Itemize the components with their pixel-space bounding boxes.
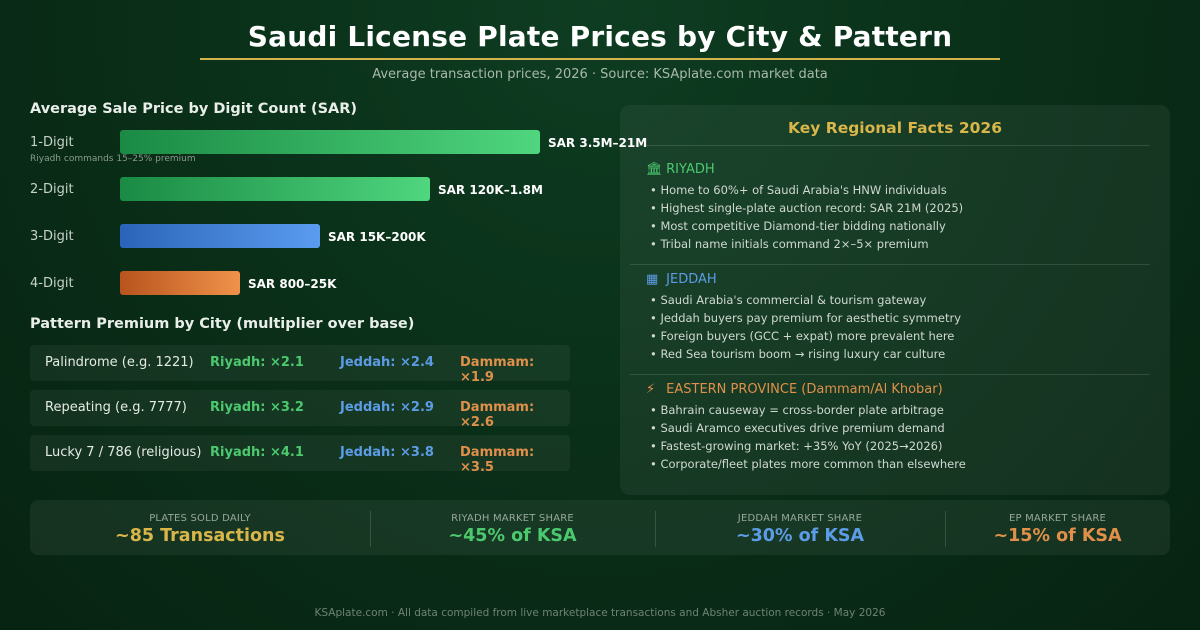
- fact-bullet: • Saudi Arabia's commercial & tourism ga…: [650, 293, 927, 307]
- pattern-name: Repeating (e.g. 7777): [45, 400, 187, 415]
- fact-bullet: • Jeddah buyers pay premium for aestheti…: [650, 311, 961, 325]
- bar-category-label: 1-Digit: [30, 135, 74, 150]
- stat-card: EP MARKET SHARE ~15% of KSA: [945, 500, 1170, 555]
- region-header: ⚡ EASTERN PROVINCE (Dammam/Al Khobar): [646, 382, 943, 397]
- stat-value: ~45% of KSA: [448, 526, 577, 546]
- bar-value-label: SAR 800–25K: [248, 277, 337, 291]
- bar-note: Riyadh commands 15–25% premium: [30, 154, 196, 164]
- region-name: RIYADH: [666, 162, 715, 177]
- footer: KSAplate.com · All data compiled from li…: [314, 607, 886, 619]
- fact-bullet: • Saudi Aramco executives drive premium …: [650, 421, 945, 435]
- fact-bullet: • Home to 60%+ of Saudi Arabia's HNW ind…: [650, 183, 947, 197]
- riyadh-multiplier: Riyadh: ×2.1: [210, 355, 304, 370]
- fact-bullet: • Most competitive Diamond-tier bidding …: [650, 219, 946, 233]
- lightning-icon: ⚡: [646, 382, 656, 397]
- stat-value: ~15% of KSA: [993, 526, 1122, 546]
- facts-divider: [630, 374, 1150, 375]
- stats-bar: PLATES SOLD DAILY ~85 Transactions RIYADH …: [30, 500, 1170, 555]
- bar-value-label: SAR 15K–200K: [328, 230, 426, 244]
- pattern-row: Repeating (e.g. 7777) Riyadh: ×3.2 Jeddah:…: [30, 390, 570, 430]
- fact-bullet: • Corporate/fleet plates more common tha…: [650, 457, 966, 471]
- pattern-section-title: Pattern Premium by City (multiplier over…: [30, 316, 415, 332]
- stat-label: PLATES SOLD DAILY: [149, 513, 251, 524]
- bar-value-label: SAR 3.5M–21M: [548, 136, 647, 150]
- pattern-name: Lucky 7 / 786 (religious): [45, 445, 202, 460]
- page-subtitle: Average transaction prices, 2026 · Sourc…: [372, 67, 828, 82]
- bar-category-label: 3-Digit: [30, 229, 74, 244]
- bar-category-label: 4-Digit: [30, 276, 74, 291]
- bar-4-digit: [120, 271, 240, 295]
- region-name: EASTERN PROVINCE (Dammam/Al Khobar): [666, 382, 943, 397]
- bar-value-label: SAR 120K–1.8M: [438, 183, 543, 197]
- fact-bullet: • Fastest-growing market: +35% YoY (2025…: [650, 439, 943, 453]
- dammam-multiplier: Dammam: ×3.5: [460, 445, 535, 475]
- stat-value: ~30% of KSA: [735, 526, 865, 546]
- city-icon: ▦: [646, 272, 659, 287]
- bar-chart-title: Average Sale Price by Digit Count (SAR): [30, 101, 358, 117]
- riyadh-multiplier: Riyadh: ×4.1: [210, 445, 304, 460]
- pattern-row: Lucky 7 / 786 (religious) Riyadh: ×4.1 Jed…: [30, 435, 570, 475]
- bar-chart: 1-Digit SAR 3.5M–21M Riyadh commands 15–25…: [30, 130, 647, 295]
- region-header: 🏛 RIYADH: [646, 162, 715, 177]
- fact-bullet: • Foreign buyers (GCC + expat) more prev…: [650, 329, 955, 343]
- bar-2-digit: [120, 177, 430, 201]
- stat-divider: [655, 511, 656, 547]
- riyadh-multiplier: Riyadh: ×3.2: [210, 400, 304, 415]
- stat-divider: [945, 511, 946, 547]
- region-header: ▦ JEDDAH: [646, 272, 717, 287]
- bar-3-digit: [120, 224, 320, 248]
- bar-category-label: 2-Digit: [30, 182, 74, 197]
- pattern-name: Palindrome (e.g. 1221): [45, 355, 194, 370]
- bar-1-digit: [120, 130, 540, 154]
- region-name: JEDDAH: [666, 272, 717, 287]
- facts-divider: [630, 145, 1150, 146]
- jeddah-multiplier: Jeddah: ×2.9: [340, 400, 434, 415]
- stat-card: PLATES SOLD DAILY ~85 Transactions: [30, 500, 370, 555]
- jeddah-multiplier: Jeddah: ×3.8: [340, 445, 434, 460]
- facts-panel: Key Regional Facts 2026 🏛 RIYADH • Home t…: [620, 105, 1170, 495]
- fact-bullet: • Red Sea tourism boom → rising luxury c…: [650, 347, 946, 361]
- stat-label: RIYADH MARKET SHARE: [451, 513, 574, 524]
- stat-divider: [370, 511, 371, 547]
- fact-bullet: • Bahrain causeway = cross-border plate …: [650, 403, 944, 417]
- dammam-multiplier: Dammam: ×2.6: [460, 400, 535, 430]
- page-title: Saudi License Plate Prices by City & Pat…: [247, 20, 953, 53]
- fact-bullet: • Tribal name initials command 2×–5× pre…: [650, 237, 929, 251]
- jeddah-multiplier: Jeddah: ×2.4: [340, 355, 434, 370]
- fact-bullet: • Highest single-plate auction record: S…: [650, 201, 964, 215]
- stat-card: RIYADH MARKET SHARE ~45% of KSA: [370, 500, 655, 555]
- title-underline: [200, 58, 1000, 60]
- pattern-row: Palindrome (e.g. 1221) Riyadh: ×2.1 Jeddah…: [30, 345, 570, 385]
- stat-card: JEDDAH MARKET SHARE ~30% of KSA: [655, 500, 945, 555]
- stat-label: EP MARKET SHARE: [1008, 513, 1107, 524]
- facts-divider: [630, 264, 1150, 265]
- landmark-icon: 🏛: [646, 162, 663, 177]
- stat-label: JEDDAH MARKET SHARE: [737, 513, 863, 524]
- stat-value: ~85 Transactions: [115, 526, 285, 546]
- facts-title: Key Regional Facts 2026: [788, 119, 1002, 137]
- dammam-multiplier: Dammam: ×1.9: [460, 355, 535, 385]
